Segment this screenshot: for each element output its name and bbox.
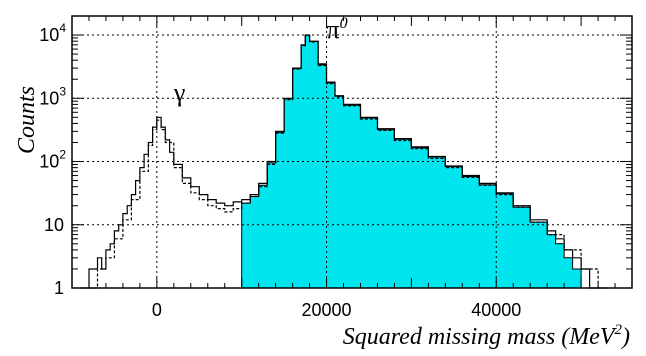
x-axis-label: Squared missing mass (MeV2) [343, 322, 630, 350]
tick-layer [71, 15, 632, 289]
y-tick-label: 1 [54, 278, 64, 298]
y-tick-label: 102 [39, 148, 66, 172]
x-axis-label-sup: 2 [615, 322, 623, 338]
annotation-label: γ [173, 78, 186, 107]
line-series-layer [80, 34, 607, 289]
x-tick-label: 40000 [471, 300, 521, 320]
x-axis-label-main: Squared missing mass (MeV [343, 324, 617, 350]
tick-label-layer: 0 20000 40000 1 10 102 103 104 [39, 21, 521, 320]
annotation-label: π0 [327, 15, 348, 44]
y-tick-label: 103 [39, 84, 66, 108]
series-line-dashed [89, 35, 599, 289]
y-tick-label: 10 [44, 215, 64, 235]
y-axis-label: Counts [14, 86, 40, 154]
x-tick-label: 20000 [302, 300, 352, 320]
grid-layer [72, 16, 632, 288]
annotation-layer: γ π0 [173, 15, 348, 107]
plot-frame [71, 15, 633, 289]
x-axis-label-close: ) [620, 324, 630, 350]
y-tick-label: 104 [39, 21, 66, 45]
x-tick-label: 0 [152, 300, 162, 320]
